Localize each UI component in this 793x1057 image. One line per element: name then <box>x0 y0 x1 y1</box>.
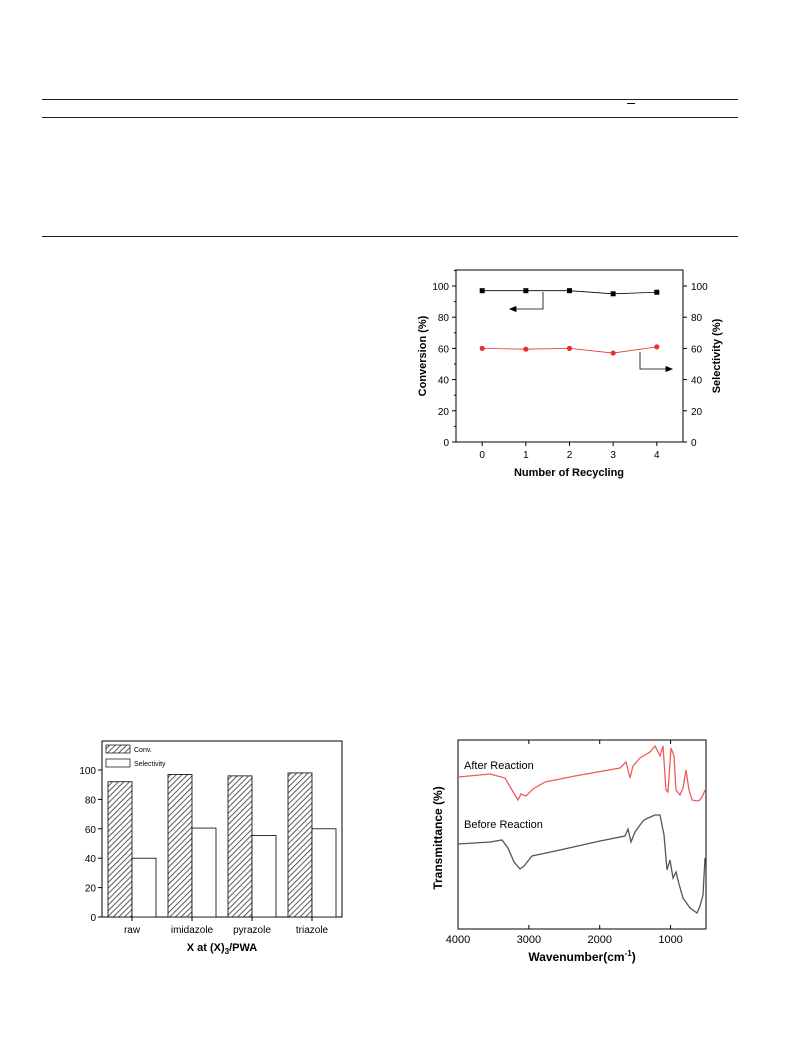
conv-bar <box>287 772 313 918</box>
recycling-arrows <box>508 292 674 373</box>
legend-conv-label: Conv. <box>134 747 152 754</box>
left-y-tick-label: 0 <box>443 438 449 449</box>
y-tick-label: 100 <box>79 766 96 777</box>
selectivity-arrow <box>639 352 668 370</box>
before-reaction-spectrum <box>457 814 706 914</box>
after-reaction-spectrum <box>457 744 706 802</box>
selectivity-point <box>566 345 573 351</box>
selectivity-point <box>479 345 485 351</box>
y-tick-label: 20 <box>85 884 97 895</box>
recycling-ylabel-left: Conversion (%) <box>417 315 429 396</box>
recycling-xlabel: Number of Recycling <box>514 467 624 479</box>
conversion-point <box>610 291 616 297</box>
overbar-mark <box>627 103 635 104</box>
after-reaction-label: After Reaction <box>464 760 534 772</box>
before-reaction-label: Before Reaction <box>464 819 543 831</box>
ftir-xlabel: Wavenumber(cm-1) <box>528 949 635 964</box>
x-tick-label: 4000 <box>446 934 470 946</box>
bar-xlabel: X at (X)3/PWA <box>187 942 258 956</box>
left-y-tick-label: 40 <box>438 376 450 387</box>
y-tick-label: 0 <box>90 913 96 924</box>
conversion-point <box>479 288 485 294</box>
right-y-tick-label: 80 <box>691 313 703 324</box>
conversion-arrow-head <box>508 305 517 313</box>
conversion-point <box>654 289 660 295</box>
x-tick-label: 1 <box>523 450 529 461</box>
bar-legend: Conv. Selectivity <box>105 744 166 768</box>
conv-bar <box>107 781 133 918</box>
selectivity-bar <box>131 857 157 918</box>
right-y-tick-label: 40 <box>691 376 703 387</box>
x-tick-label: 2000 <box>587 934 611 946</box>
ftir-ylabel: Transmittance (%) <box>431 786 445 889</box>
selectivity-bar <box>251 835 277 918</box>
recycling-ylabel-right: Selectivity (%) <box>711 318 723 393</box>
legend-selectivity-swatch <box>105 758 131 768</box>
conversion-arrow <box>512 292 544 310</box>
selectivity-point <box>610 350 616 356</box>
left-y-tick-label: 60 <box>438 344 450 355</box>
table-header-rule <box>42 117 738 118</box>
x-tick-label: 0 <box>479 450 485 461</box>
x-tick-label: 4 <box>654 450 660 461</box>
x-tick-label: imidazole <box>171 925 214 936</box>
conv-bar <box>227 775 253 918</box>
right-y-tick-label: 20 <box>691 407 703 418</box>
right-y-tick-label: 100 <box>691 282 708 293</box>
conversion-point <box>567 288 572 294</box>
table-top-rule <box>42 99 738 100</box>
x-tick-label: 3000 <box>517 934 541 946</box>
x-tick-label: triazole <box>296 925 329 936</box>
left-y-tick-label: 20 <box>438 407 450 418</box>
table-bottom-rule <box>42 236 738 237</box>
selectivity-bar <box>191 827 217 918</box>
right-y-tick-label: 60 <box>691 344 703 355</box>
ftir-plot-border <box>457 739 707 930</box>
x-tick-label: 2 <box>567 450 573 461</box>
x-tick-label: 1000 <box>658 934 682 946</box>
selectivity-bar <box>311 828 337 918</box>
y-tick-label: 80 <box>85 795 97 806</box>
conversion-point <box>523 288 529 294</box>
legend-conv-swatch <box>105 744 131 754</box>
left-y-tick-label: 80 <box>438 313 450 324</box>
selectivity-arrow-head <box>665 365 674 373</box>
legend-selectivity-label: Selectivity <box>134 761 166 768</box>
x-tick-label: raw <box>124 925 141 936</box>
selectivity-point <box>654 344 660 350</box>
conv-bar <box>167 774 193 918</box>
x-tick-label: pyrazole <box>233 925 271 936</box>
left-y-tick-label: 100 <box>432 282 449 293</box>
selectivity-point <box>523 346 529 352</box>
right-y-tick-label: 0 <box>691 438 697 449</box>
y-tick-label: 40 <box>85 854 97 865</box>
y-tick-label: 60 <box>85 825 97 836</box>
x-tick-label: 3 <box>610 450 616 461</box>
